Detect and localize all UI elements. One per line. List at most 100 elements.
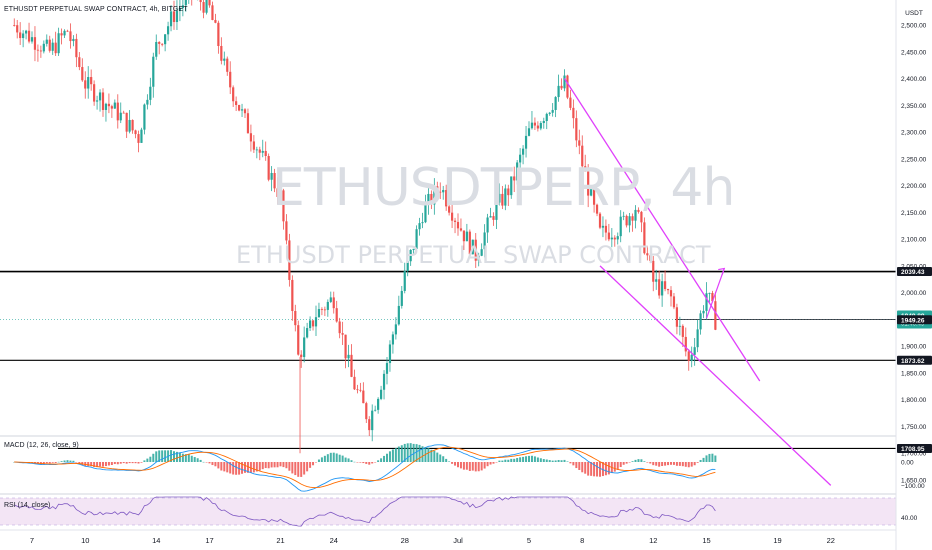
candle-body xyxy=(282,190,285,222)
candle-body xyxy=(439,191,442,193)
price-axis[interactable]: USDT 2,500.00 2,450.00 2,400.00 2,350.00 2,30… xyxy=(895,0,927,550)
candle-body xyxy=(294,311,297,326)
macd-histogram-bar xyxy=(510,458,513,462)
candle-body xyxy=(385,363,389,374)
candle-body xyxy=(51,42,54,51)
macd-histogram-bar xyxy=(516,457,519,462)
price-tick-label: 2,500.00 xyxy=(901,23,927,30)
candle-body xyxy=(690,354,693,361)
candle-body xyxy=(152,56,155,87)
macd-histogram-bar xyxy=(421,446,424,462)
macd-histogram-bar xyxy=(454,462,457,466)
candle-body xyxy=(341,333,344,335)
candle-body xyxy=(90,77,93,85)
macd-histogram-bar xyxy=(584,462,587,474)
candle-body xyxy=(137,134,140,143)
macd-histogram-bar xyxy=(640,459,643,462)
macd-histogram-bar xyxy=(519,457,522,462)
candle-body xyxy=(365,403,368,420)
candle-body xyxy=(181,5,184,9)
macd-histogram-bar xyxy=(480,462,483,471)
candle-body xyxy=(255,149,258,151)
candle-body xyxy=(545,113,548,121)
candle-body xyxy=(306,328,309,338)
rsi-label[interactable]: RSI (14, close) xyxy=(4,502,51,509)
candle-body xyxy=(217,22,220,46)
macd-histogram-bar xyxy=(687,462,690,468)
candle-body xyxy=(394,324,397,335)
trend-drawings[interactable] xyxy=(563,78,832,486)
macd-histogram-bar xyxy=(501,460,504,462)
candle-body xyxy=(113,102,116,109)
macd-histogram-bar xyxy=(465,462,468,470)
candle-body xyxy=(211,5,214,20)
macd-histogram-bar xyxy=(590,462,593,476)
candle-body xyxy=(128,119,131,132)
candle-body xyxy=(607,232,610,240)
price-label-tag xyxy=(897,443,932,453)
macd-histogram-bar xyxy=(652,462,655,466)
candle-body xyxy=(42,43,45,52)
candle-body xyxy=(45,39,48,44)
horizontal-levels[interactable] xyxy=(0,270,896,449)
candle-body xyxy=(24,30,28,34)
macd-histogram-bar xyxy=(190,455,193,462)
candle-body xyxy=(507,188,510,196)
macd-histogram-bar xyxy=(365,462,368,464)
macd-histogram-bar xyxy=(149,456,152,462)
candle-body xyxy=(314,317,318,327)
candle-body xyxy=(391,334,395,345)
candle-body xyxy=(687,351,690,361)
price-tick-label: 2,300.00 xyxy=(901,130,927,137)
candle-body xyxy=(104,103,108,110)
macd-histogram-bar xyxy=(572,462,575,466)
macd-histogram-bar xyxy=(306,462,309,472)
macd-histogram-bar xyxy=(261,462,264,470)
macd-histogram-bar xyxy=(356,462,359,463)
time-tick-label: Jul xyxy=(453,536,463,545)
macd-histogram-bar xyxy=(587,462,590,476)
candle-body xyxy=(595,204,599,214)
price-tick-label: 1,750.00 xyxy=(901,424,927,431)
rsi-pane xyxy=(14,496,716,527)
candle-body xyxy=(175,10,179,23)
candle-body xyxy=(613,237,616,240)
candle-body xyxy=(616,236,619,240)
macd-label[interactable]: MACD (12, 26, close, 9) xyxy=(4,442,79,449)
macd-histogram-bar xyxy=(329,452,332,462)
macd-histogram-bar xyxy=(507,459,510,462)
candle-body xyxy=(554,97,557,110)
candle-body xyxy=(412,248,415,250)
candle-body xyxy=(101,92,105,110)
symbol-title[interactable]: ETHUSDT PERPETUAL SWAP CONTRACT, 4h, BIT… xyxy=(4,6,188,13)
candle-body xyxy=(572,107,575,119)
candle-body xyxy=(684,336,687,352)
candle-body xyxy=(205,0,208,13)
candle-body xyxy=(388,344,392,364)
price-tick-label: 2,350.00 xyxy=(901,103,927,110)
macd-histogram-bar xyxy=(522,456,525,462)
candle-body xyxy=(69,31,72,42)
candle-body xyxy=(371,410,374,431)
macd-histogram-bar xyxy=(711,453,714,462)
macd-histogram-bar xyxy=(152,453,155,462)
candle-body xyxy=(303,337,306,358)
price-label-tag xyxy=(897,315,932,325)
time-axis[interactable]: 7 10 14 17 21 24 28 Jul 5 8 12 15 19 22 xyxy=(0,529,896,545)
macd-histogram-bar xyxy=(267,462,270,469)
rsi-tick-label: 40.00 xyxy=(901,515,918,522)
macd-histogram-bar xyxy=(477,462,480,472)
candle-body xyxy=(631,216,634,221)
macd-histogram-bar xyxy=(220,462,223,471)
macd-histogram-bar xyxy=(93,462,96,468)
macd-histogram-bar xyxy=(300,462,303,477)
rsi-band xyxy=(0,497,896,526)
candle-body xyxy=(243,109,247,114)
macd-histogram-bar xyxy=(232,462,235,475)
candle-body xyxy=(699,313,702,330)
candle-body xyxy=(95,100,99,102)
candle-body xyxy=(166,26,170,35)
macd-histogram-bar xyxy=(525,456,528,462)
macd-histogram-bar xyxy=(252,462,255,473)
